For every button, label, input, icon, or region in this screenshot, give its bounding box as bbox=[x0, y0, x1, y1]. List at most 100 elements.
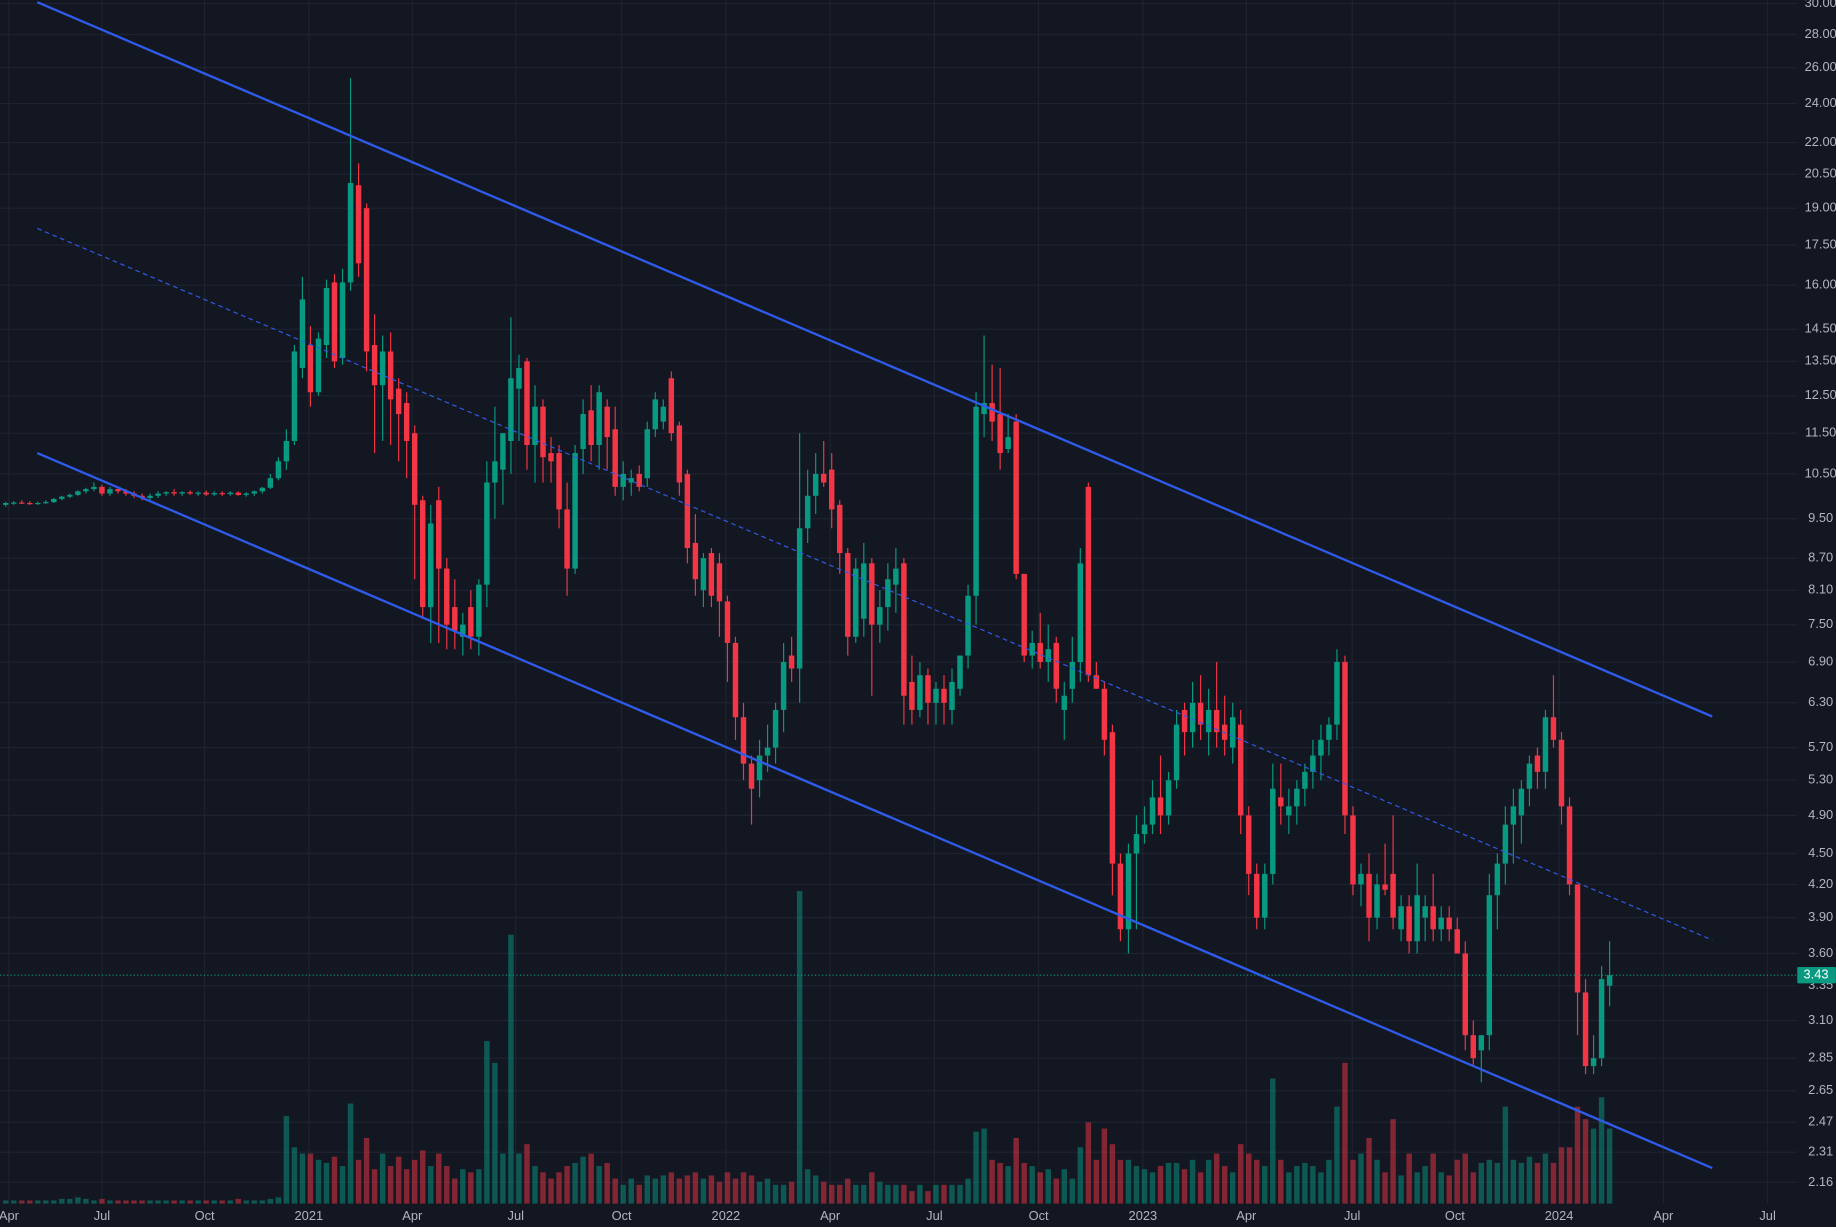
candle-body bbox=[179, 492, 185, 494]
candle-body bbox=[371, 345, 378, 386]
candle-body bbox=[75, 491, 81, 495]
y-tick-label: 4.20 bbox=[1808, 876, 1833, 891]
candle-body bbox=[845, 553, 851, 637]
candle-body bbox=[395, 388, 402, 415]
y-tick-label: 26.00 bbox=[1805, 59, 1836, 74]
trend-lines bbox=[0, 1, 1798, 1170]
candle-body bbox=[788, 655, 795, 669]
volume-bar bbox=[1294, 1166, 1300, 1204]
volume-bar bbox=[387, 1166, 394, 1204]
candle-body bbox=[227, 492, 233, 494]
volume-bar bbox=[91, 1200, 97, 1204]
volume-bar bbox=[1077, 1147, 1084, 1204]
candle-body bbox=[1069, 662, 1076, 689]
candle-body bbox=[708, 553, 715, 596]
volume-bar bbox=[452, 1178, 458, 1204]
volume-bar bbox=[1109, 1144, 1116, 1204]
volume-bar bbox=[636, 1184, 642, 1204]
volume-bar bbox=[684, 1175, 691, 1204]
volume-bar bbox=[1574, 1106, 1581, 1204]
candle-body bbox=[211, 493, 217, 495]
candle-body bbox=[684, 473, 691, 548]
candle-body bbox=[1462, 953, 1468, 1036]
x-tick-label: 2021 bbox=[295, 1208, 324, 1223]
volume-bar bbox=[291, 1147, 298, 1204]
candle-body bbox=[107, 489, 113, 494]
candle-body bbox=[1021, 573, 1027, 656]
volume-bar bbox=[1173, 1162, 1180, 1204]
volume-bar bbox=[211, 1200, 217, 1204]
volume-bar bbox=[1542, 1153, 1549, 1204]
volume-bar bbox=[1550, 1162, 1557, 1204]
volume-bar bbox=[1181, 1169, 1188, 1204]
candle-body bbox=[1598, 979, 1605, 1059]
candle-body bbox=[1197, 702, 1204, 725]
volume-bar bbox=[700, 1178, 707, 1204]
volume-bar bbox=[1446, 1175, 1452, 1204]
candle-body bbox=[1141, 824, 1148, 835]
candle-body bbox=[1278, 797, 1284, 807]
candle-body bbox=[973, 406, 979, 596]
volume-bar bbox=[716, 1181, 723, 1204]
last-price-label: 3.43 bbox=[1803, 967, 1828, 982]
candle-body bbox=[556, 453, 562, 510]
candle-body bbox=[612, 429, 618, 487]
y-tick-label: 8.70 bbox=[1808, 550, 1833, 565]
volume-bar bbox=[131, 1200, 137, 1204]
volume-bar bbox=[1606, 1128, 1613, 1204]
candle-body bbox=[941, 688, 947, 703]
volume-bar bbox=[1582, 1119, 1589, 1204]
candle-body bbox=[796, 528, 803, 669]
volume-bar bbox=[492, 1062, 498, 1204]
volume-bar bbox=[1254, 1159, 1260, 1204]
candle-body bbox=[564, 509, 570, 569]
volume-bar bbox=[957, 1184, 963, 1204]
candle-body bbox=[259, 487, 266, 492]
volume-bar bbox=[1246, 1153, 1252, 1204]
volume-bar bbox=[155, 1200, 161, 1204]
volume-bar bbox=[901, 1184, 907, 1204]
y-tick-label: 2.31 bbox=[1808, 1144, 1833, 1159]
volume-bar bbox=[307, 1153, 314, 1204]
volume-bar bbox=[468, 1172, 474, 1204]
y-tick-label: 3.10 bbox=[1808, 1012, 1833, 1027]
x-tick-label: Jul bbox=[926, 1208, 942, 1223]
candle-body bbox=[428, 523, 434, 608]
y-tick-label: 6.30 bbox=[1808, 694, 1833, 709]
candle-body bbox=[1157, 797, 1164, 816]
candle-body bbox=[1486, 895, 1493, 1036]
y-tick-label: 5.70 bbox=[1808, 739, 1833, 754]
candle-body bbox=[1165, 780, 1172, 816]
candle-body bbox=[267, 478, 274, 488]
candle-body bbox=[620, 473, 626, 487]
volume-bar bbox=[203, 1200, 209, 1204]
candle-body bbox=[1262, 873, 1268, 918]
candle-body bbox=[1205, 709, 1212, 733]
volume-bar bbox=[1005, 1166, 1011, 1204]
candle-body bbox=[355, 185, 362, 264]
candle-body bbox=[155, 493, 161, 496]
volume-bar bbox=[1558, 1147, 1565, 1204]
candle-body bbox=[1229, 717, 1236, 748]
x-tick-label: Oct bbox=[195, 1208, 215, 1223]
volume-bar bbox=[1350, 1159, 1356, 1204]
candle-body bbox=[885, 579, 891, 608]
candle-body bbox=[51, 498, 57, 503]
volume-bar bbox=[355, 1159, 362, 1204]
candle-body bbox=[780, 662, 787, 710]
volume-bar bbox=[251, 1200, 258, 1204]
candle-body bbox=[123, 491, 129, 494]
volume-bar bbox=[99, 1198, 105, 1204]
x-tick-label: Jul bbox=[1344, 1208, 1360, 1223]
candle-body bbox=[43, 502, 49, 504]
candle-body bbox=[1398, 906, 1404, 930]
candle-body bbox=[484, 482, 490, 585]
volume-bar bbox=[179, 1200, 185, 1204]
candle-body bbox=[1246, 815, 1252, 874]
candle-body bbox=[219, 493, 225, 495]
candle-body bbox=[307, 345, 314, 393]
volume-bar bbox=[1085, 1122, 1092, 1204]
volume-bar bbox=[1462, 1153, 1468, 1204]
candle-body bbox=[163, 492, 169, 494]
candle-body bbox=[347, 182, 354, 283]
